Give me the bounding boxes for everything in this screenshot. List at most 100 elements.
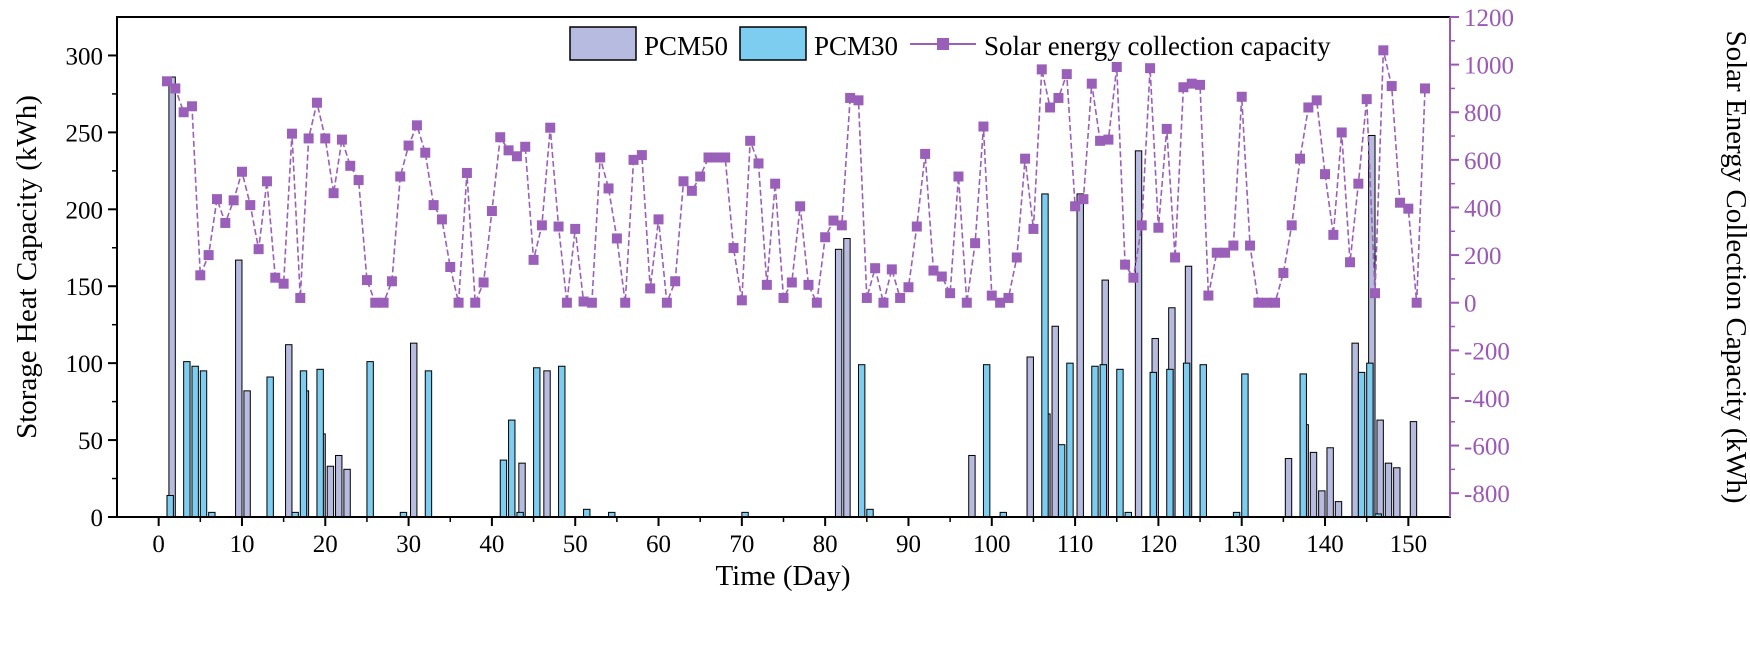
legend-pcm50-label: PCM50 xyxy=(644,31,728,61)
solar-point-day-34 xyxy=(436,214,447,225)
solar-point-day-115 xyxy=(1111,62,1122,72)
solar-point-day-98 xyxy=(970,238,981,249)
bar-pcm50-day-144 xyxy=(1351,342,1359,518)
x-tick-label-80: 80 xyxy=(813,531,838,558)
solar-point-day-23 xyxy=(345,160,356,171)
solar-point-day-143 xyxy=(1345,257,1356,268)
bar-pcm30-day-137 xyxy=(1299,373,1307,518)
solar-point-day-134 xyxy=(1270,297,1281,308)
solar-line xyxy=(166,50,1426,306)
solar-point-day-26 xyxy=(370,297,381,308)
solar-point-day-67 xyxy=(711,152,722,163)
solar-point-day-102 xyxy=(1003,292,1014,303)
solar-point-day-141 xyxy=(1328,229,1339,240)
solar-point-day-33 xyxy=(428,200,439,211)
solar-point-day-142 xyxy=(1336,127,1347,138)
solar-point-day-20 xyxy=(320,133,331,144)
right-tick-label--800: -800 xyxy=(1464,481,1510,508)
bar-pcm30-day-3 xyxy=(183,361,191,518)
solar-point-day-151 xyxy=(1411,297,1422,308)
bar-pcm30-day-17 xyxy=(299,370,308,518)
solar-point-day-127 xyxy=(1211,247,1222,258)
left-tick-label-100: 100 xyxy=(66,351,104,378)
x-tick-label-90: 90 xyxy=(896,531,921,558)
solar-point-day-47 xyxy=(545,122,556,133)
bar-pcm30-day-51 xyxy=(583,508,591,518)
solar-point-day-60 xyxy=(653,214,664,225)
bar-pcm50-day-147 xyxy=(1376,419,1384,518)
solar-point-day-105 xyxy=(1028,223,1039,234)
left-tick-label-150: 150 xyxy=(66,274,104,301)
legend-pcm30-swatch xyxy=(739,26,807,61)
bar-pcm50-day-21 xyxy=(326,465,335,518)
solar-point-day-137 xyxy=(1295,153,1306,164)
x-tick-label-110: 110 xyxy=(1057,531,1094,558)
x-tick-label-140: 140 xyxy=(1306,531,1344,558)
solar-point-day-69 xyxy=(728,242,739,253)
solar-point-day-117 xyxy=(1128,272,1139,283)
solar-point-day-2 xyxy=(170,83,181,94)
bar-pcm50-day-118 xyxy=(1134,150,1143,518)
solar-point-day-21 xyxy=(328,188,339,199)
solar-point-day-150 xyxy=(1403,203,1414,214)
solar-point-day-64 xyxy=(686,185,697,196)
bar-pcm50-day-23 xyxy=(343,468,351,518)
solar-point-day-8 xyxy=(220,217,231,228)
solar-point-day-114 xyxy=(1103,134,1114,145)
bar-pcm50-day-142 xyxy=(1334,501,1343,518)
bar-pcm50-day-139 xyxy=(1309,451,1318,518)
solar-point-day-56 xyxy=(620,297,631,308)
solar-point-day-50 xyxy=(570,223,581,234)
solar-point-day-29 xyxy=(395,171,406,182)
solar-point-day-15 xyxy=(278,278,289,289)
bar-pcm30-day-113 xyxy=(1099,364,1107,518)
bar-pcm30-day-144 xyxy=(1357,371,1366,518)
solar-point-day-70 xyxy=(736,295,747,306)
solar-point-day-53 xyxy=(595,152,606,163)
bar-pcm50-day-11 xyxy=(243,390,251,518)
solar-point-day-68 xyxy=(720,152,731,163)
solar-point-day-109 xyxy=(1061,69,1072,80)
solar-point-day-113 xyxy=(1095,135,1106,146)
bar-pcm50-day-151 xyxy=(1409,421,1418,518)
solar-point-day-144 xyxy=(1353,178,1364,189)
solar-point-day-12 xyxy=(253,244,264,255)
solar-point-day-55 xyxy=(611,233,622,244)
x-tick-label-50: 50 xyxy=(563,531,588,558)
solar-point-day-122 xyxy=(1170,252,1181,263)
solar-point-day-91 xyxy=(911,221,922,232)
x-tick-label-10: 10 xyxy=(229,531,254,558)
solar-point-day-13 xyxy=(261,176,272,187)
bar-pcm30-day-108 xyxy=(1057,444,1066,518)
solar-point-day-25 xyxy=(361,275,372,286)
solar-point-day-40 xyxy=(486,206,497,217)
bar-pcm50-day-111 xyxy=(1076,193,1084,518)
solar-point-day-88 xyxy=(886,264,897,275)
solar-point-day-111 xyxy=(1078,194,1089,205)
solar-point-day-4 xyxy=(186,101,197,112)
solar-point-day-124 xyxy=(1186,78,1197,89)
bar-pcm30-day-85 xyxy=(866,508,874,518)
bar-pcm50-day-47 xyxy=(543,370,551,518)
left-tick-label-250: 250 xyxy=(66,120,104,147)
legend: PCM50 PCM30 Solar energy collection capa… xyxy=(569,26,1331,61)
solar-point-day-73 xyxy=(761,279,772,290)
solar-point-day-1 xyxy=(161,76,172,87)
solar-point-day-43 xyxy=(511,151,522,162)
x-tick-label-70: 70 xyxy=(729,531,754,558)
solar-point-day-108 xyxy=(1053,92,1064,103)
solar-point-day-128 xyxy=(1220,247,1231,258)
solar-point-day-74 xyxy=(770,178,781,189)
bar-pcm50-day-10 xyxy=(235,259,243,518)
solar-point-day-44 xyxy=(520,141,531,152)
solar-point-day-66 xyxy=(703,152,714,163)
solar-point-day-58 xyxy=(636,150,647,161)
solar-point-day-86 xyxy=(870,263,881,274)
solar-point-day-76 xyxy=(786,277,797,288)
left-tick-label-200: 200 xyxy=(66,197,104,224)
bar-pcm30-day-109 xyxy=(1066,362,1074,518)
bar-pcm50-day-98 xyxy=(968,454,976,518)
solar-point-day-130 xyxy=(1236,91,1247,102)
solar-point-day-63 xyxy=(678,176,689,187)
solar-point-day-46 xyxy=(536,220,547,231)
